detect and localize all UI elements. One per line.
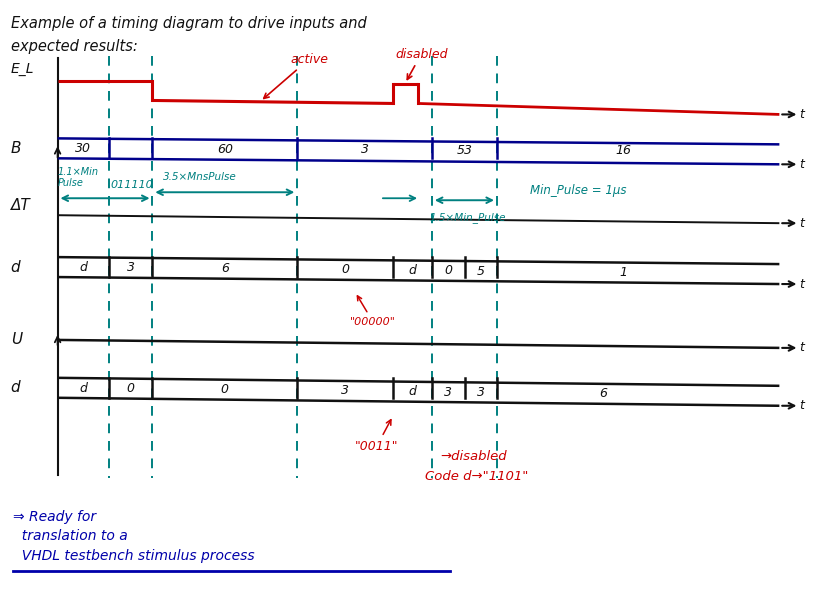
Text: "0011": "0011" [355,419,399,453]
Text: 1: 1 [619,266,627,279]
Text: 011110: 011110 [111,180,153,190]
Text: d: d [409,385,416,398]
Text: 3: 3 [341,384,349,398]
Text: expected results:: expected results: [11,39,138,53]
Text: 30: 30 [75,142,91,155]
Text: Code d→"1101": Code d→"1101" [425,470,528,483]
Text: t: t [799,158,804,171]
Text: ⇒ Ready for: ⇒ Ready for [12,509,96,523]
Text: t: t [799,217,804,229]
Text: VHDL testbench stimulus process: VHDL testbench stimulus process [12,549,254,563]
Text: 6: 6 [221,262,229,275]
Text: 3: 3 [126,261,134,274]
Text: active: active [264,53,328,98]
Text: "00000": "00000" [350,296,396,327]
Text: d: d [11,381,20,395]
Text: 3: 3 [477,386,485,399]
Text: →disabled: →disabled [440,450,507,463]
Text: 1.5×Min_Pulse: 1.5×Min_Pulse [430,212,506,223]
Text: d: d [409,264,416,277]
Text: 53: 53 [456,143,473,157]
Text: d: d [11,260,20,274]
Text: B: B [11,141,21,156]
Text: 1.1×Min
Pulse: 1.1×Min Pulse [57,167,98,188]
Text: U: U [11,333,22,347]
Text: 0: 0 [221,383,229,396]
Text: 5: 5 [477,265,485,277]
Text: d: d [79,382,87,395]
Text: d: d [79,261,87,274]
Text: Example of a timing diagram to drive inputs and: Example of a timing diagram to drive inp… [11,16,366,31]
Text: 3: 3 [445,385,452,399]
Text: t: t [799,108,804,121]
Text: ΔT: ΔT [11,198,30,212]
Text: 16: 16 [615,144,631,157]
Text: 0: 0 [126,382,134,395]
Text: Min_Pulse = 1μs: Min_Pulse = 1μs [530,184,627,197]
Text: translation to a: translation to a [12,529,128,543]
Text: t: t [799,399,804,412]
Text: 0: 0 [341,263,349,276]
Text: 3: 3 [360,143,369,156]
Text: t: t [799,341,804,354]
Text: disabled: disabled [395,47,447,80]
Text: 0: 0 [445,265,452,277]
Text: t: t [799,277,804,291]
Text: E_L: E_L [11,61,34,75]
Text: 3.5×MnsPulse: 3.5×MnsPulse [164,172,238,182]
Text: 6: 6 [600,387,607,401]
Text: 60: 60 [217,143,233,155]
